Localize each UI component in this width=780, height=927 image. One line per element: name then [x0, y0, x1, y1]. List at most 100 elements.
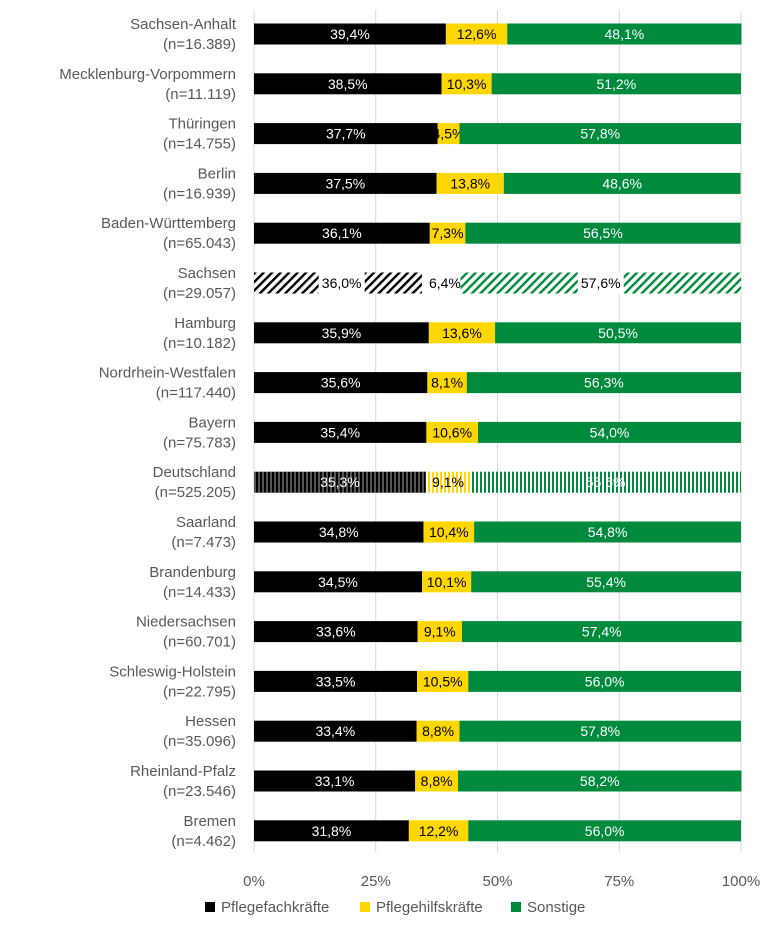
bar-segment	[436, 172, 504, 194]
bar-segment	[254, 820, 409, 842]
bar-segment	[445, 23, 508, 45]
data-label: 55,6%	[586, 474, 626, 490]
data-label-background	[421, 272, 468, 294]
data-label: 50,5%	[598, 325, 638, 341]
data-label: 36,1%	[322, 225, 362, 241]
bar-segment	[459, 123, 741, 145]
bar-segment	[478, 421, 741, 443]
data-label: 33,6%	[316, 624, 356, 640]
data-label: 10,3%	[447, 76, 487, 92]
legend-label: Pflegehilfskräfte	[376, 899, 483, 916]
data-label: 54,8%	[588, 524, 628, 540]
bar-segment	[507, 23, 742, 45]
legend: Pflegefachkräfte Pflegehilfskräfte Sonstig…	[205, 899, 585, 916]
data-label-background	[318, 272, 365, 294]
bar-segment	[416, 720, 460, 742]
category-count-label: (n=525.205)	[155, 484, 236, 501]
bar-segment	[254, 521, 424, 543]
bar-segment	[503, 172, 741, 194]
bar-segment	[417, 621, 462, 643]
category-label: Saarland	[176, 514, 236, 531]
data-label: 33,5%	[316, 673, 356, 689]
bar-segment	[465, 222, 741, 244]
category-count-label: (n=14.433)	[163, 584, 236, 601]
category-count-label: (n=29.057)	[163, 285, 236, 302]
data-label: 10,4%	[429, 524, 469, 540]
bar-segment	[466, 372, 741, 394]
category-count-label: (n=14.755)	[163, 136, 236, 153]
bar-segment	[254, 372, 428, 394]
data-label: 57,4%	[582, 624, 622, 640]
data-label: 33,1%	[315, 773, 355, 789]
bar-segment	[254, 222, 430, 244]
data-label: 54,0%	[590, 424, 630, 440]
data-label: 10,6%	[432, 424, 472, 440]
category-count-label: (n=11.119)	[165, 86, 236, 103]
data-label: 8,8%	[421, 773, 453, 789]
legend-swatch	[360, 902, 370, 912]
x-tick-label: 0%	[243, 873, 265, 890]
bar-segment	[471, 571, 741, 593]
category-label: Hessen	[185, 713, 236, 730]
x-tick-label: 25%	[361, 873, 391, 890]
category-count-label: (n=4.462)	[171, 833, 236, 850]
category-label: Nordrhein-Westfalen	[99, 365, 236, 382]
legend-swatch	[511, 902, 521, 912]
category-label: Thüringen	[168, 116, 236, 133]
data-label: 57,6%	[581, 275, 621, 291]
x-tick-label: 50%	[482, 873, 512, 890]
data-label: 56,0%	[585, 673, 625, 689]
data-label: 8,8%	[422, 723, 454, 739]
bar-segment	[461, 621, 742, 643]
bar-segment	[254, 770, 416, 792]
data-label: 13,6%	[442, 325, 482, 341]
legend-label: Pflegefachkräfte	[221, 899, 329, 916]
bar-segment	[458, 770, 742, 792]
data-label: 38,5%	[328, 76, 368, 92]
bar-segment	[459, 720, 741, 742]
bar-segment	[254, 670, 418, 692]
data-label: 9,1%	[424, 624, 456, 640]
category-label: Berlin	[198, 165, 236, 182]
bar-segment	[254, 421, 427, 443]
legend-swatch	[205, 902, 215, 912]
bar-segment	[426, 421, 479, 443]
category-count-label: (n=23.546)	[163, 783, 236, 800]
bar-segment	[474, 521, 741, 543]
data-label: 51,2%	[596, 76, 636, 92]
data-label: 37,7%	[326, 126, 366, 142]
data-label: 6,4%	[429, 275, 461, 291]
bar-segment	[468, 820, 741, 842]
bar-segment	[429, 222, 466, 244]
data-label: 55,4%	[586, 574, 626, 590]
data-label: 4,5%	[433, 126, 465, 142]
category-count-label: (n=16.389)	[163, 36, 236, 53]
data-label: 56,0%	[585, 823, 625, 839]
x-tick-label: 100%	[722, 873, 760, 890]
data-label: 36,0%	[322, 275, 362, 291]
bar-segment	[254, 720, 417, 742]
bar-segment	[417, 670, 469, 692]
category-count-label: (n=10.182)	[163, 335, 236, 352]
bar-segment	[254, 73, 442, 95]
category-count-label: (n=117.440)	[156, 385, 236, 402]
category-label: Brandenburg	[149, 564, 236, 581]
data-label: 37,5%	[325, 175, 365, 191]
bar-segment	[254, 471, 426, 493]
data-label: 58,2%	[580, 773, 620, 789]
data-label: 35,3%	[320, 474, 360, 490]
bar-segment	[254, 571, 423, 593]
category-label: Niedersachsen	[136, 614, 236, 631]
data-label: 10,1%	[427, 574, 467, 590]
bar-segment	[254, 123, 438, 145]
category-label: Deutschland	[153, 464, 236, 481]
bar-segment	[495, 322, 741, 344]
category-count-label: (n=35.096)	[163, 733, 236, 750]
data-label: 10,5%	[423, 673, 463, 689]
bar-segment	[254, 23, 446, 45]
bars: 39,4% 12,6% 48,1% 38,5% 10,3% 51,2% 37,7% 4,5% 5…	[254, 23, 742, 842]
data-label: 31,8%	[312, 823, 352, 839]
data-label: 56,3%	[584, 375, 624, 391]
category-count-label: (n=16.939)	[163, 185, 236, 202]
